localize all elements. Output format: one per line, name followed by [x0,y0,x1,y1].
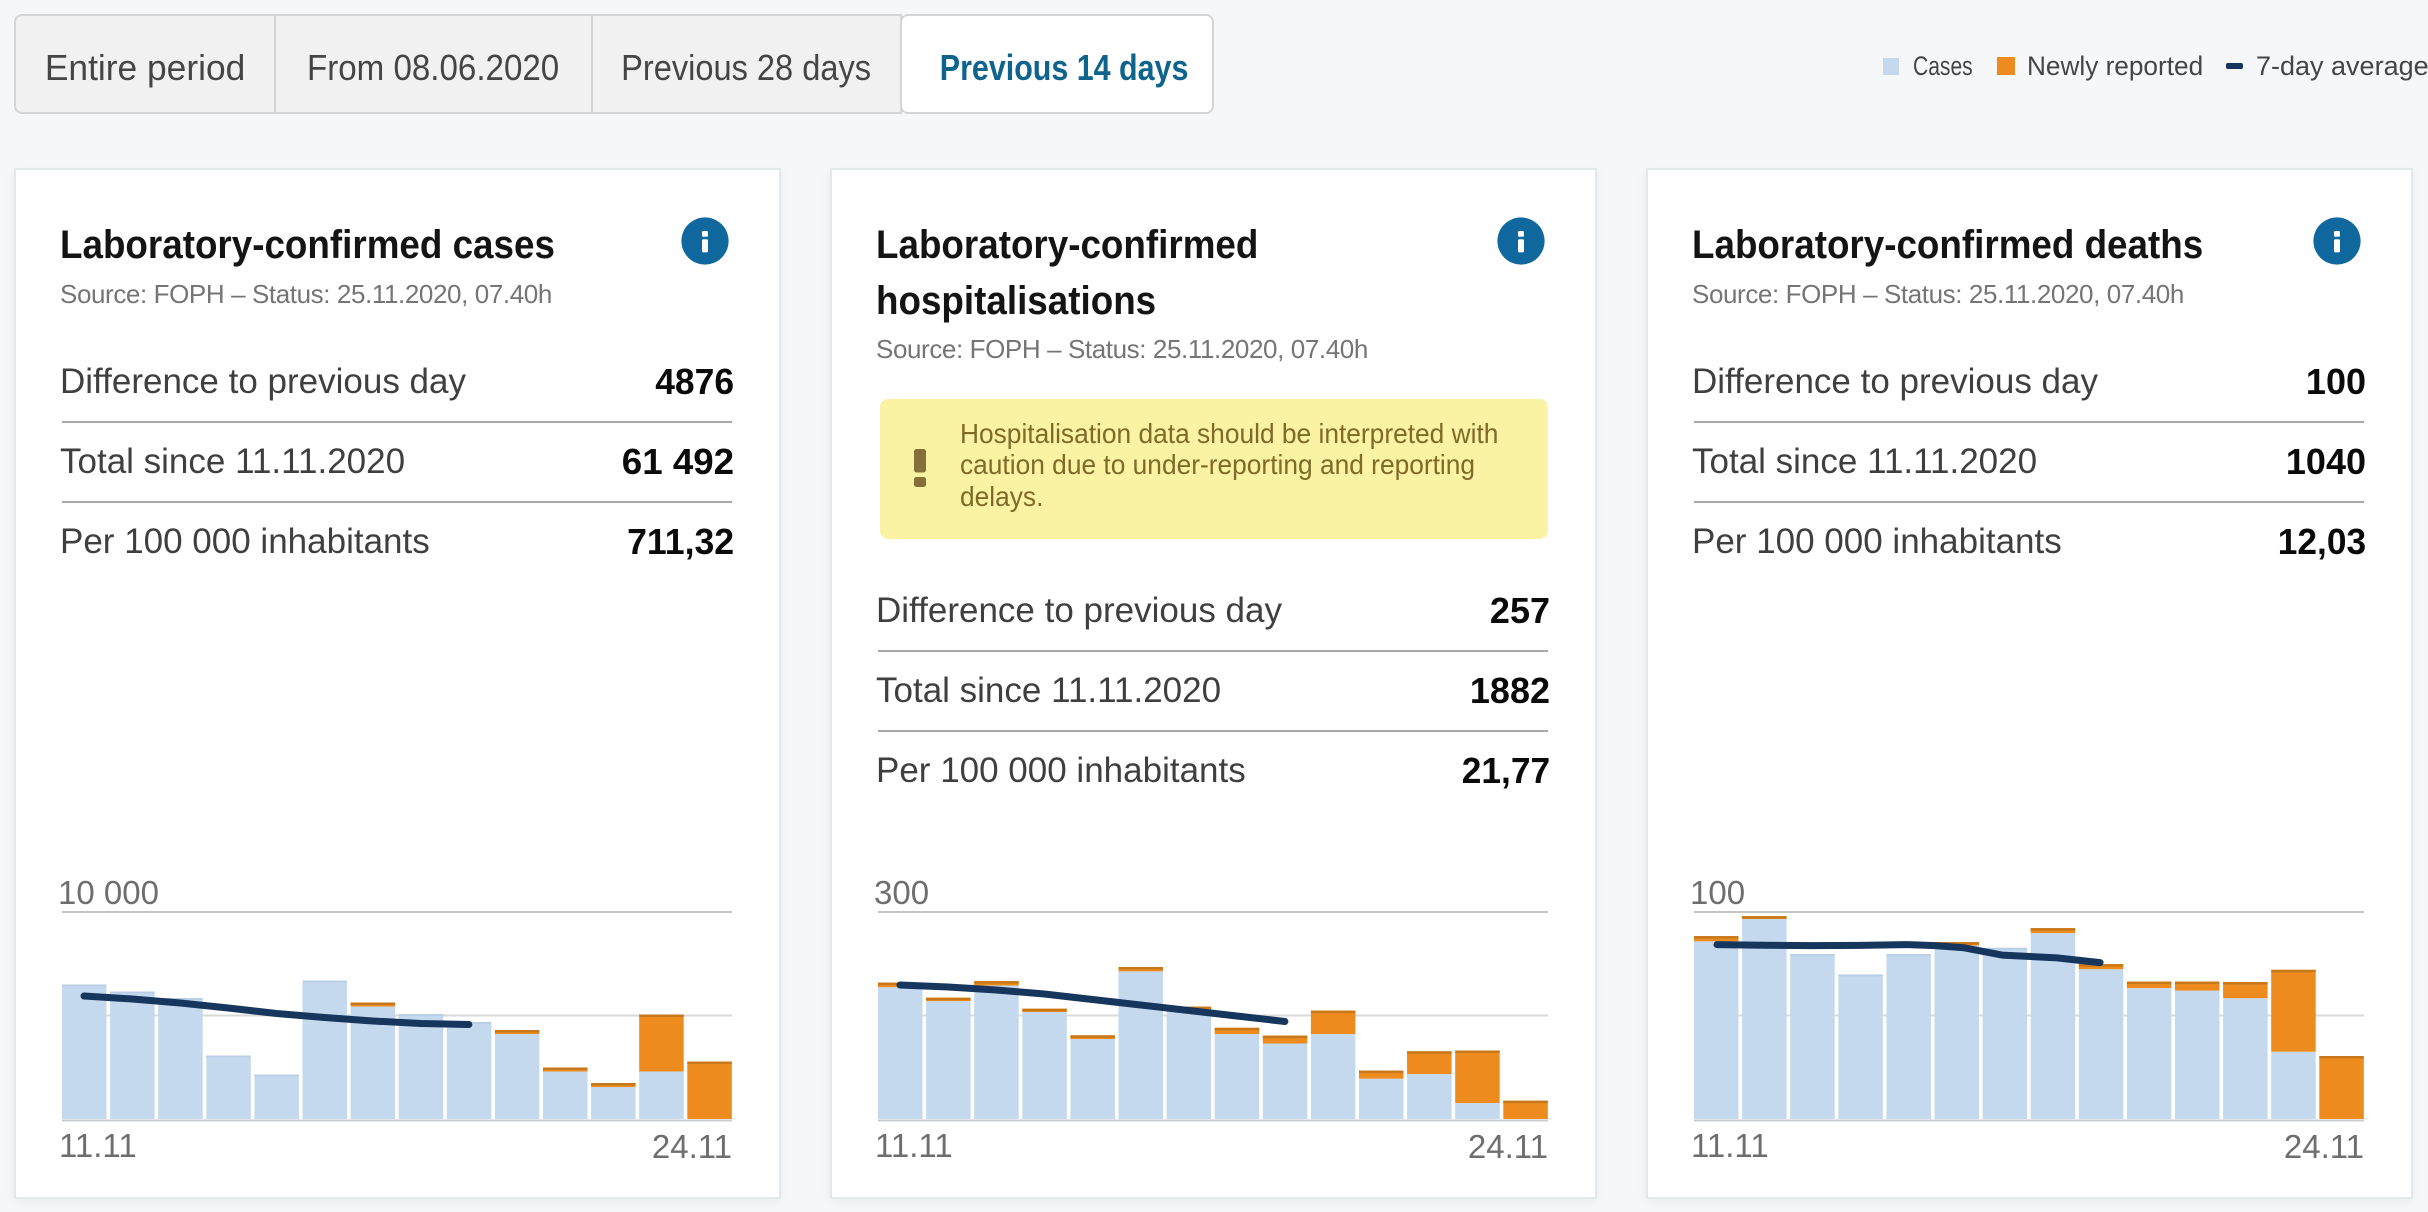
svg-text:300: 300 [874,874,929,911]
svg-text:11.11: 11.11 [875,1127,953,1164]
svg-text:24.11: 24.11 [1468,1128,1548,1165]
svg-text:11.11: 11.11 [1691,1127,1769,1164]
svg-text:10 000: 10 000 [58,874,159,911]
svg-text:100: 100 [1690,874,1745,911]
svg-text:11.11: 11.11 [59,1127,137,1164]
svg-text:24.11: 24.11 [652,1128,732,1165]
svg-text:24.11: 24.11 [2284,1128,2364,1165]
